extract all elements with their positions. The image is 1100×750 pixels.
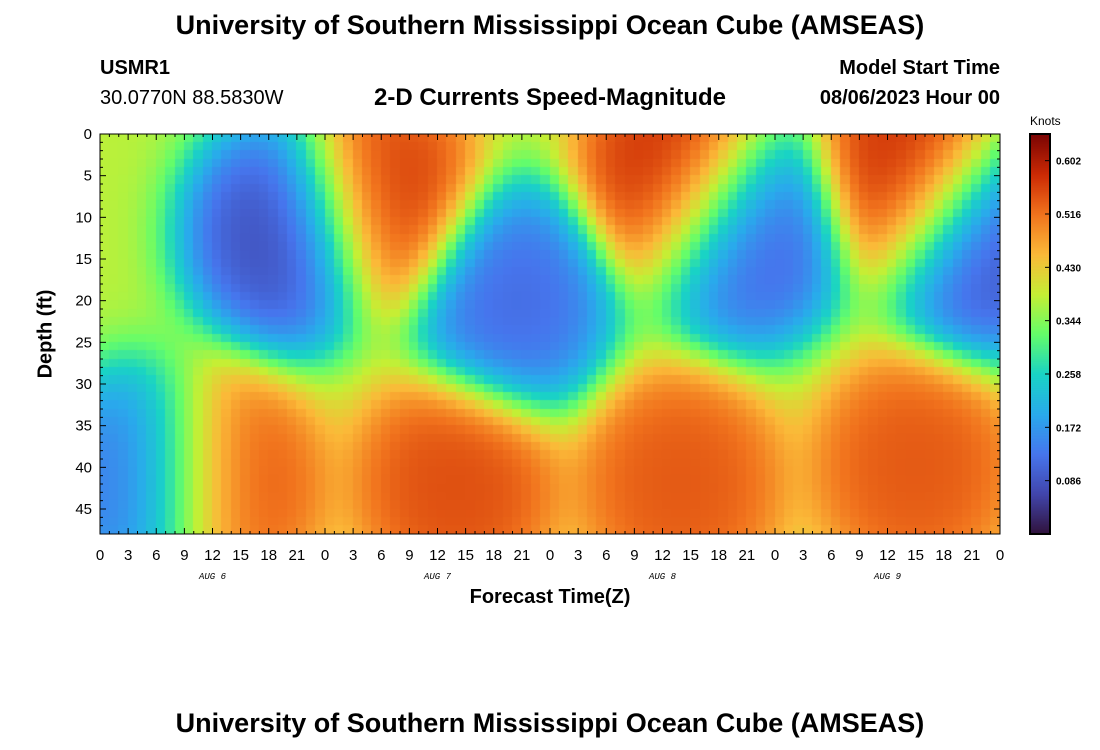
x-tick-label: 12 <box>879 547 896 564</box>
x-tick-label: 6 <box>827 547 835 564</box>
x-tick-label: 0 <box>996 547 1004 564</box>
x-tick-label: 6 <box>152 547 160 564</box>
x-tick-label: 9 <box>180 547 188 564</box>
footer-title: University of Southern Mississippi Ocean… <box>175 708 925 738</box>
model-start-value: 08/06/2023 Hour 00 <box>819 87 1000 109</box>
x-tick-label: 12 <box>204 547 221 564</box>
y-tick-label: 15 <box>75 251 92 268</box>
station-coordinates: 30.0770N 88.5830W <box>100 87 284 109</box>
x-tick-label: 15 <box>907 547 924 564</box>
x-tick-label: 15 <box>457 547 474 564</box>
x-tick-label: 0 <box>546 547 554 564</box>
y-tick-label: 0 <box>84 126 92 143</box>
x-tick-label: 18 <box>710 547 727 564</box>
chart-title: University of Southern Mississippi Ocean… <box>175 10 925 40</box>
y-tick-label: 30 <box>75 376 92 393</box>
y-tick-label: 35 <box>75 418 92 435</box>
model-start-label: Model Start Time <box>839 57 1000 79</box>
x-tick-label: 21 <box>964 547 981 564</box>
x-tick-label: 18 <box>260 547 277 564</box>
colorbar-tick-label: 0.516 <box>1056 210 1081 221</box>
y-tick-label: 5 <box>84 168 92 185</box>
y-tick-label: 10 <box>75 209 92 226</box>
colorbar-gradient <box>1030 134 1050 534</box>
x-tick-label: 18 <box>485 547 502 564</box>
colorbar-tick-label: 0.172 <box>1056 423 1081 434</box>
x-tick-label: 9 <box>855 547 863 564</box>
x-tick-label: 0 <box>771 547 779 564</box>
heatmap-plot <box>100 134 1000 534</box>
colorbar-tick-label: 0.430 <box>1056 263 1081 274</box>
x-tick-label: 21 <box>289 547 306 564</box>
x-axis-label: Forecast Time(Z) <box>469 586 631 608</box>
x-tick-label: 0 <box>321 547 329 564</box>
x-tick-label: 15 <box>232 547 249 564</box>
x-tick-label: 21 <box>739 547 756 564</box>
chart-subtitle: 2-D Currents Speed-Magnitude <box>373 84 727 111</box>
y-tick-label: 25 <box>75 334 92 351</box>
y-tick-label: 40 <box>75 459 92 476</box>
y-axis-label: Depth (ft) <box>34 289 57 379</box>
x-tick-label: 21 <box>514 547 531 564</box>
x-tick-label: 0 <box>96 547 104 564</box>
y-tick-label: 45 <box>75 501 92 518</box>
colorbar-unit-label: Knots <box>1030 114 1061 128</box>
x-tick-label: 9 <box>405 547 413 564</box>
x-day-label: AUG 8 <box>648 572 677 582</box>
x-tick-label: 3 <box>124 547 132 564</box>
x-tick-label: 6 <box>602 547 610 564</box>
colorbar-tick-label: 0.344 <box>1056 317 1081 328</box>
station-id: USMR1 <box>100 57 171 79</box>
x-tick-label: 3 <box>349 547 357 564</box>
x-day-label: AUG 9 <box>873 572 902 582</box>
colorbar-tick-label: 0.086 <box>1056 477 1081 488</box>
x-tick-label: 12 <box>429 547 446 564</box>
x-tick-label: 15 <box>682 547 699 564</box>
y-tick-label: 20 <box>75 293 92 310</box>
colorbar-tick-label: 0.602 <box>1056 157 1081 168</box>
x-tick-label: 6 <box>377 547 385 564</box>
x-tick-label: 3 <box>574 547 582 564</box>
colorbar-tick-label: 0.258 <box>1056 370 1081 381</box>
x-tick-label: 12 <box>654 547 671 564</box>
x-day-label: AUG 6 <box>198 572 227 582</box>
x-day-label: AUG 7 <box>423 572 452 582</box>
x-tick-label: 3 <box>799 547 807 564</box>
x-tick-label: 9 <box>630 547 638 564</box>
x-tick-label: 18 <box>935 547 952 564</box>
